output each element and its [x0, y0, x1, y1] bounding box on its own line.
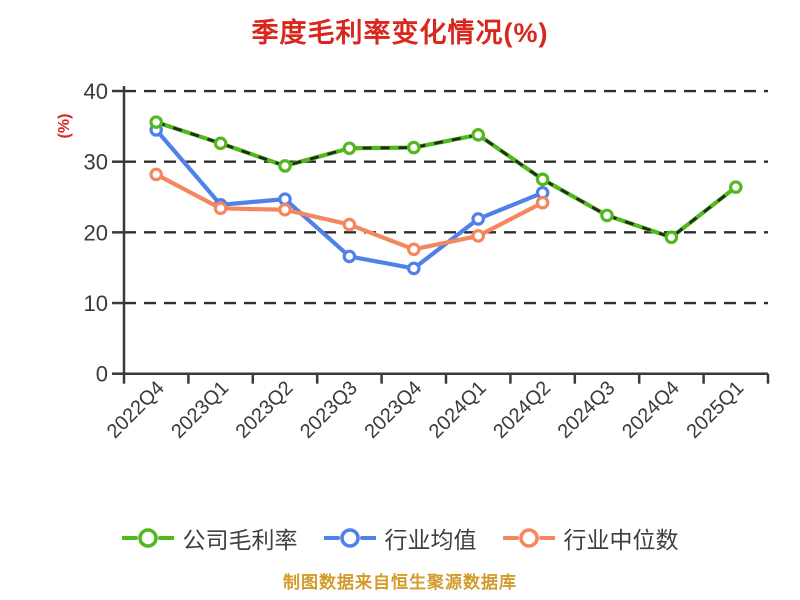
svg-text:2023Q3: 2023Q3: [296, 377, 362, 443]
svg-text:2024Q2: 2024Q2: [489, 377, 555, 443]
legend-item-行业均值[interactable]: 行业均值: [323, 521, 477, 555]
legend: 公司毛利率 行业均值 行业中位数: [0, 521, 800, 555]
legend-label: 行业中位数: [563, 527, 679, 553]
source-caption: 制图数据来自恒生聚源数据库: [283, 573, 517, 592]
svg-text:2024Q1: 2024Q1: [425, 377, 491, 443]
y-tick-labels: 0 10 20 30 40: [84, 79, 108, 387]
svg-text:10: 10: [84, 291, 108, 316]
legend-item-行业中位数[interactable]: 行业中位数: [502, 521, 679, 555]
legend-item-公司毛利率[interactable]: 公司毛利率: [121, 521, 298, 555]
axes: [112, 86, 770, 384]
legend-marker-icon: [323, 528, 376, 548]
svg-text:2024Q3: 2024Q3: [554, 377, 620, 443]
legend-label: 公司毛利率: [182, 527, 298, 553]
svg-text:2025Q1: 2025Q1: [682, 377, 748, 443]
x-tick-labels: 2022Q42023Q12023Q22023Q32023Q42024Q12024…: [103, 377, 748, 443]
chart-title: 季度毛利率变化情况(%): [251, 18, 549, 48]
legend-marker-icon: [502, 528, 555, 548]
svg-text:2023Q4: 2023Q4: [360, 377, 426, 443]
svg-text:2024Q4: 2024Q4: [618, 377, 684, 443]
legend-marker-icon: [121, 528, 174, 548]
svg-text:20: 20: [84, 220, 108, 245]
svg-text:0: 0: [96, 362, 108, 387]
svg-text:2023Q2: 2023Q2: [232, 377, 298, 443]
series-公司毛利率: [149, 115, 743, 245]
svg-text:2023Q1: 2023Q1: [167, 377, 233, 443]
series-行业中位数: [149, 167, 550, 257]
y-gridlines: [124, 89, 768, 305]
legend-label: 行业均值: [384, 527, 477, 553]
svg-text:2022Q4: 2022Q4: [103, 377, 169, 443]
svg-text:30: 30: [84, 150, 108, 175]
svg-text:40: 40: [84, 79, 108, 104]
